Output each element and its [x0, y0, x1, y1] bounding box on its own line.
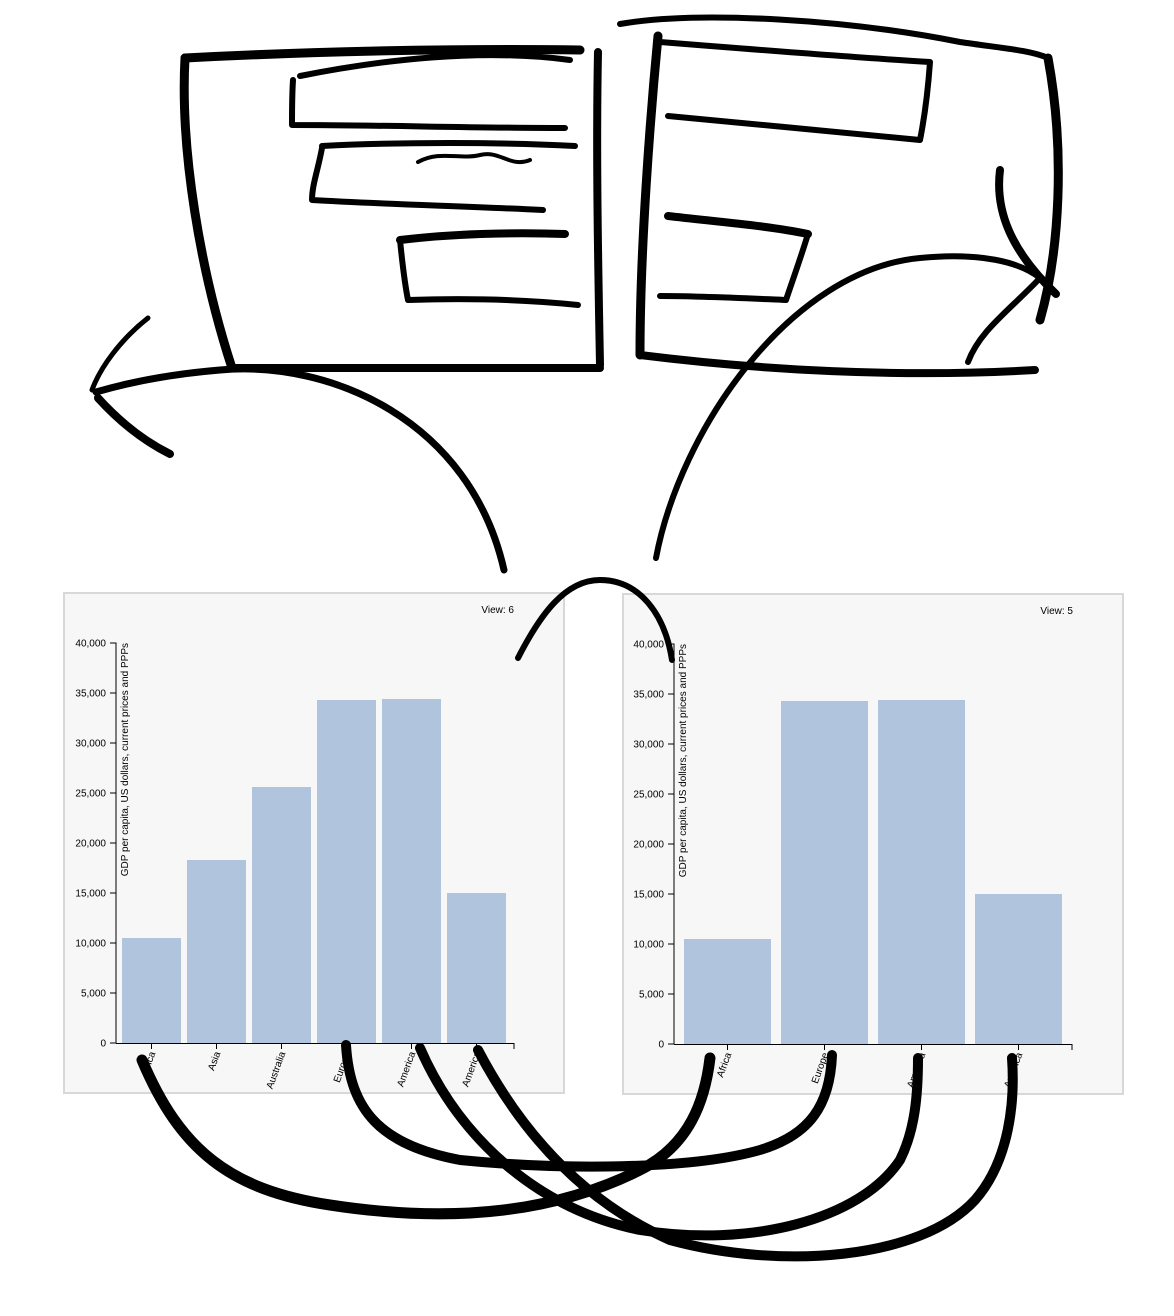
y-tick-label: 10,000 [75, 939, 106, 950]
y-tick-label: 25,000 [633, 790, 664, 801]
y-tick-label: 40,000 [75, 639, 106, 650]
y-tick-label: 15,000 [633, 890, 664, 901]
chart-1: View: 6 0 5,000 10,000 15,000 20,000 25,000 30,… [63, 592, 565, 1094]
y-tick-label: 5,000 [639, 990, 664, 1001]
bar-africa-1[interactable] [122, 938, 181, 1043]
bar-america-3[interactable] [878, 700, 965, 1044]
y-axis-label: GDP per capita, US dollars, current pric… [120, 643, 131, 876]
bar-america-6[interactable] [447, 893, 506, 1043]
y-tick-label: 25,000 [75, 789, 106, 800]
chart-2: View: 5 0 5,000 10,000 15,000 20,000 25,000 30,… [622, 593, 1124, 1095]
y-tick-label: 30,000 [75, 739, 106, 750]
y-tick-label: 40,000 [633, 640, 664, 651]
y-tick-label: 0 [100, 1039, 106, 1050]
view-label: View: 6 [481, 605, 514, 616]
y-axis-label: GDP per capita, US dollars, current pric… [678, 644, 689, 877]
bar-america-5[interactable] [382, 699, 441, 1043]
bar-australia-3[interactable] [252, 787, 311, 1043]
y-tick-label: 10,000 [633, 940, 664, 951]
bar-africa-1[interactable] [684, 939, 771, 1044]
y-tick-label: 15,000 [75, 889, 106, 900]
y-tick-label: 30,000 [633, 740, 664, 751]
bar-europe-4[interactable] [317, 700, 376, 1043]
y-tick-label: 20,000 [633, 840, 664, 851]
y-tick-label: 35,000 [633, 690, 664, 701]
y-tick-label: 35,000 [75, 689, 106, 700]
bar-america-4[interactable] [975, 894, 1062, 1044]
y-tick-label: 0 [658, 1040, 664, 1051]
y-tick-label: 20,000 [75, 839, 106, 850]
bar-europe-2[interactable] [781, 701, 868, 1044]
y-tick-label: 5,000 [81, 989, 106, 1000]
bar-asia-2[interactable] [187, 860, 246, 1043]
view-label: View: 5 [1040, 606, 1073, 617]
